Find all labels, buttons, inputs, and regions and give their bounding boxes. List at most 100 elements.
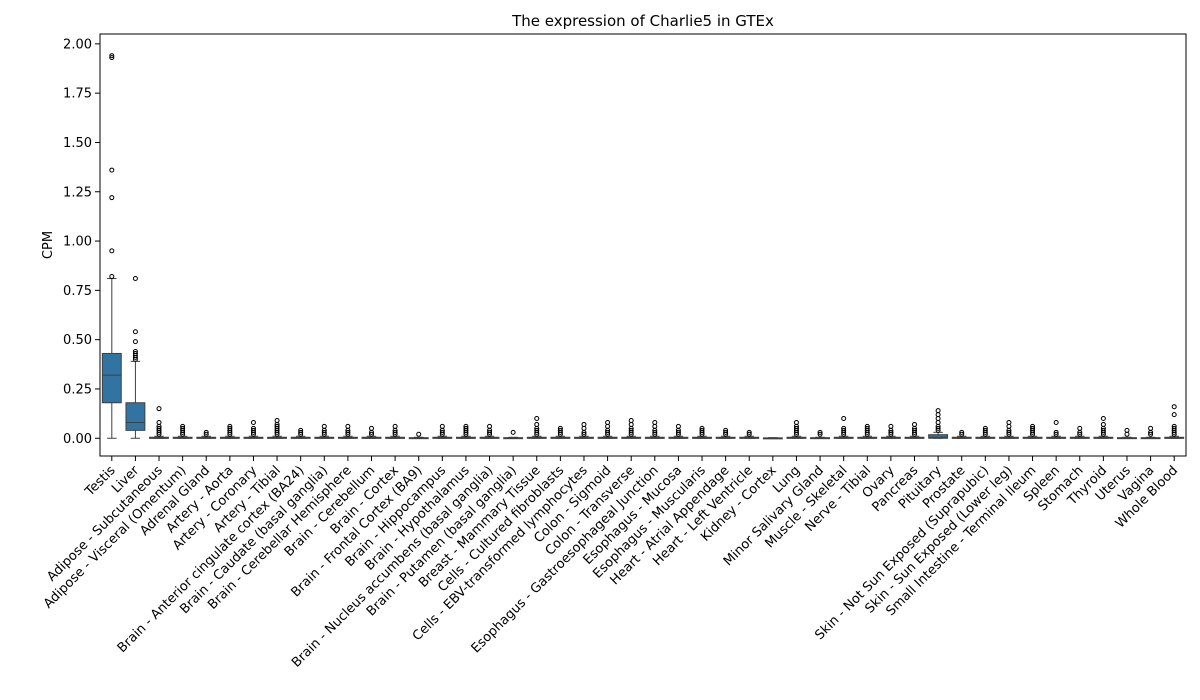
outlier-point [935, 408, 941, 414]
outlier-point [628, 418, 634, 424]
outlier-point [109, 55, 115, 61]
box-group [1140, 425, 1161, 440]
box-group [1117, 427, 1137, 440]
chart-title: The expression of Charlie5 in GTEx [511, 12, 774, 30]
box-group [998, 419, 1019, 439]
box-group [432, 423, 453, 439]
outlier-point [675, 423, 681, 429]
outlier-point [463, 423, 469, 429]
outlier-point [156, 425, 162, 431]
outlier-point [132, 348, 138, 354]
box-group [550, 425, 571, 439]
outlier-point [132, 350, 138, 356]
outlier-point [345, 423, 351, 429]
box-group [574, 421, 594, 439]
box-group [668, 423, 689, 439]
outlier-point [605, 429, 611, 435]
outlier-point [746, 429, 752, 435]
box-group [172, 423, 193, 439]
box-group [975, 425, 996, 439]
outlier-point [935, 412, 941, 418]
box-group [597, 419, 618, 439]
outlier-point [1171, 412, 1177, 418]
outlier-point [274, 423, 280, 429]
outlier-point [203, 429, 209, 435]
outlier-point [274, 418, 280, 424]
outlier-point [1053, 431, 1059, 437]
outlier-point [250, 425, 256, 431]
outlier-point [581, 421, 587, 427]
outlier-point [1171, 404, 1177, 410]
outlier-point [534, 427, 540, 433]
outlier-point [982, 425, 988, 431]
y-tick-label: 1.25 [63, 185, 92, 200]
outlier-point [652, 423, 658, 429]
outlier-point [180, 425, 186, 431]
outlier-point [817, 429, 823, 435]
outlier-point [534, 421, 540, 427]
outlier-point [439, 423, 445, 429]
outlier-point [1077, 425, 1083, 431]
outlier-point [1124, 427, 1130, 433]
box-group [904, 421, 925, 439]
outlier-point [912, 421, 917, 427]
outlier-point [416, 431, 422, 437]
y-tick-label: 2.00 [63, 37, 92, 52]
box-group [219, 423, 240, 439]
box-group [243, 419, 264, 439]
outlier-point [912, 427, 917, 433]
outlier-point [793, 425, 799, 431]
outlier-point [888, 423, 894, 429]
outlier-point [132, 329, 138, 335]
box-group [290, 427, 311, 439]
outlier-point [557, 427, 563, 433]
box-group [408, 431, 429, 440]
y-tick-label: 0.50 [63, 333, 92, 348]
outlier-point [298, 427, 304, 433]
outlier-point [935, 425, 941, 431]
outlier-point [203, 431, 209, 437]
outlier-point [156, 406, 162, 412]
outlier-point [1053, 419, 1059, 425]
outlier-point [250, 427, 256, 433]
outlier-point [1006, 423, 1012, 429]
plot-frame [99, 33, 1187, 457]
outlier-point [156, 419, 162, 425]
outlier-point [227, 423, 233, 429]
outlier-point [250, 419, 256, 425]
box-group [833, 416, 854, 439]
outlier-point [510, 429, 516, 435]
outlier-point [723, 427, 729, 433]
outlier-point [321, 429, 327, 435]
box-group [267, 418, 288, 439]
outlier-point [1124, 431, 1130, 437]
y-tick-label: 0.25 [63, 382, 92, 397]
outlier-point [557, 425, 563, 431]
box-group [762, 437, 783, 440]
outlier-point [1100, 421, 1106, 427]
outlier-point [817, 431, 823, 437]
box [928, 434, 949, 439]
outlier-point [392, 423, 398, 429]
outlier-point [888, 429, 894, 435]
y-axis: 0.00 0.25 0.50 0.75 1.00 1.25 1.50 1.75 2.00 [63, 37, 100, 447]
outlier-point [959, 429, 965, 435]
outlier-point [1148, 425, 1154, 431]
outlier-point [935, 419, 941, 425]
outlier-point [109, 167, 115, 173]
box-group [1046, 419, 1067, 439]
box-group [928, 408, 949, 439]
outlier-point [1100, 416, 1106, 422]
outlier-point [605, 419, 611, 425]
outlier-point [180, 423, 186, 429]
box-group [1093, 416, 1114, 439]
y-tick-label: 0.00 [63, 432, 92, 447]
box-group [337, 423, 358, 439]
outlier-point [1171, 423, 1177, 429]
outlier-point [1171, 425, 1177, 431]
outlier-point [1053, 429, 1059, 435]
outlier-point [723, 429, 729, 435]
box-group [479, 423, 500, 439]
outlier-point [605, 423, 611, 429]
